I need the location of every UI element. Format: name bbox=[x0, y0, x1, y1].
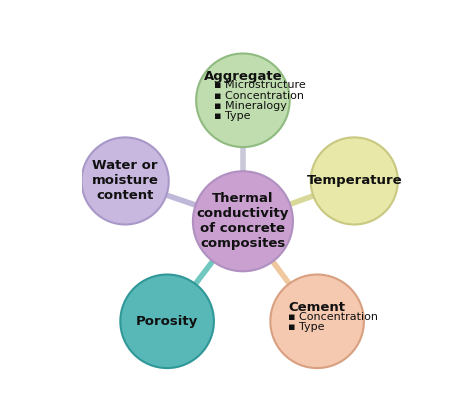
Text: ▪ Type: ▪ Type bbox=[214, 111, 250, 121]
Text: Thermal
conductivity
of concrete
composites: Thermal conductivity of concrete composi… bbox=[197, 192, 289, 250]
Text: ▪ Type: ▪ Type bbox=[288, 322, 325, 332]
Circle shape bbox=[193, 171, 293, 271]
Text: ▪ Mineralogy: ▪ Mineralogy bbox=[214, 101, 287, 111]
Text: ▪ Concentration: ▪ Concentration bbox=[214, 91, 304, 101]
Text: Porosity: Porosity bbox=[136, 315, 198, 328]
Circle shape bbox=[270, 274, 364, 368]
Circle shape bbox=[120, 274, 214, 368]
Text: Water or
moisture
content: Water or moisture content bbox=[92, 160, 159, 202]
Circle shape bbox=[196, 54, 290, 147]
Text: Aggregate: Aggregate bbox=[204, 70, 282, 83]
Text: ▪ Concentration: ▪ Concentration bbox=[288, 311, 378, 321]
Circle shape bbox=[310, 137, 398, 225]
Circle shape bbox=[82, 137, 169, 225]
Text: Cement: Cement bbox=[289, 301, 346, 314]
Text: ▪ Microstructure: ▪ Microstructure bbox=[214, 80, 306, 90]
Text: Temperature: Temperature bbox=[306, 174, 402, 187]
